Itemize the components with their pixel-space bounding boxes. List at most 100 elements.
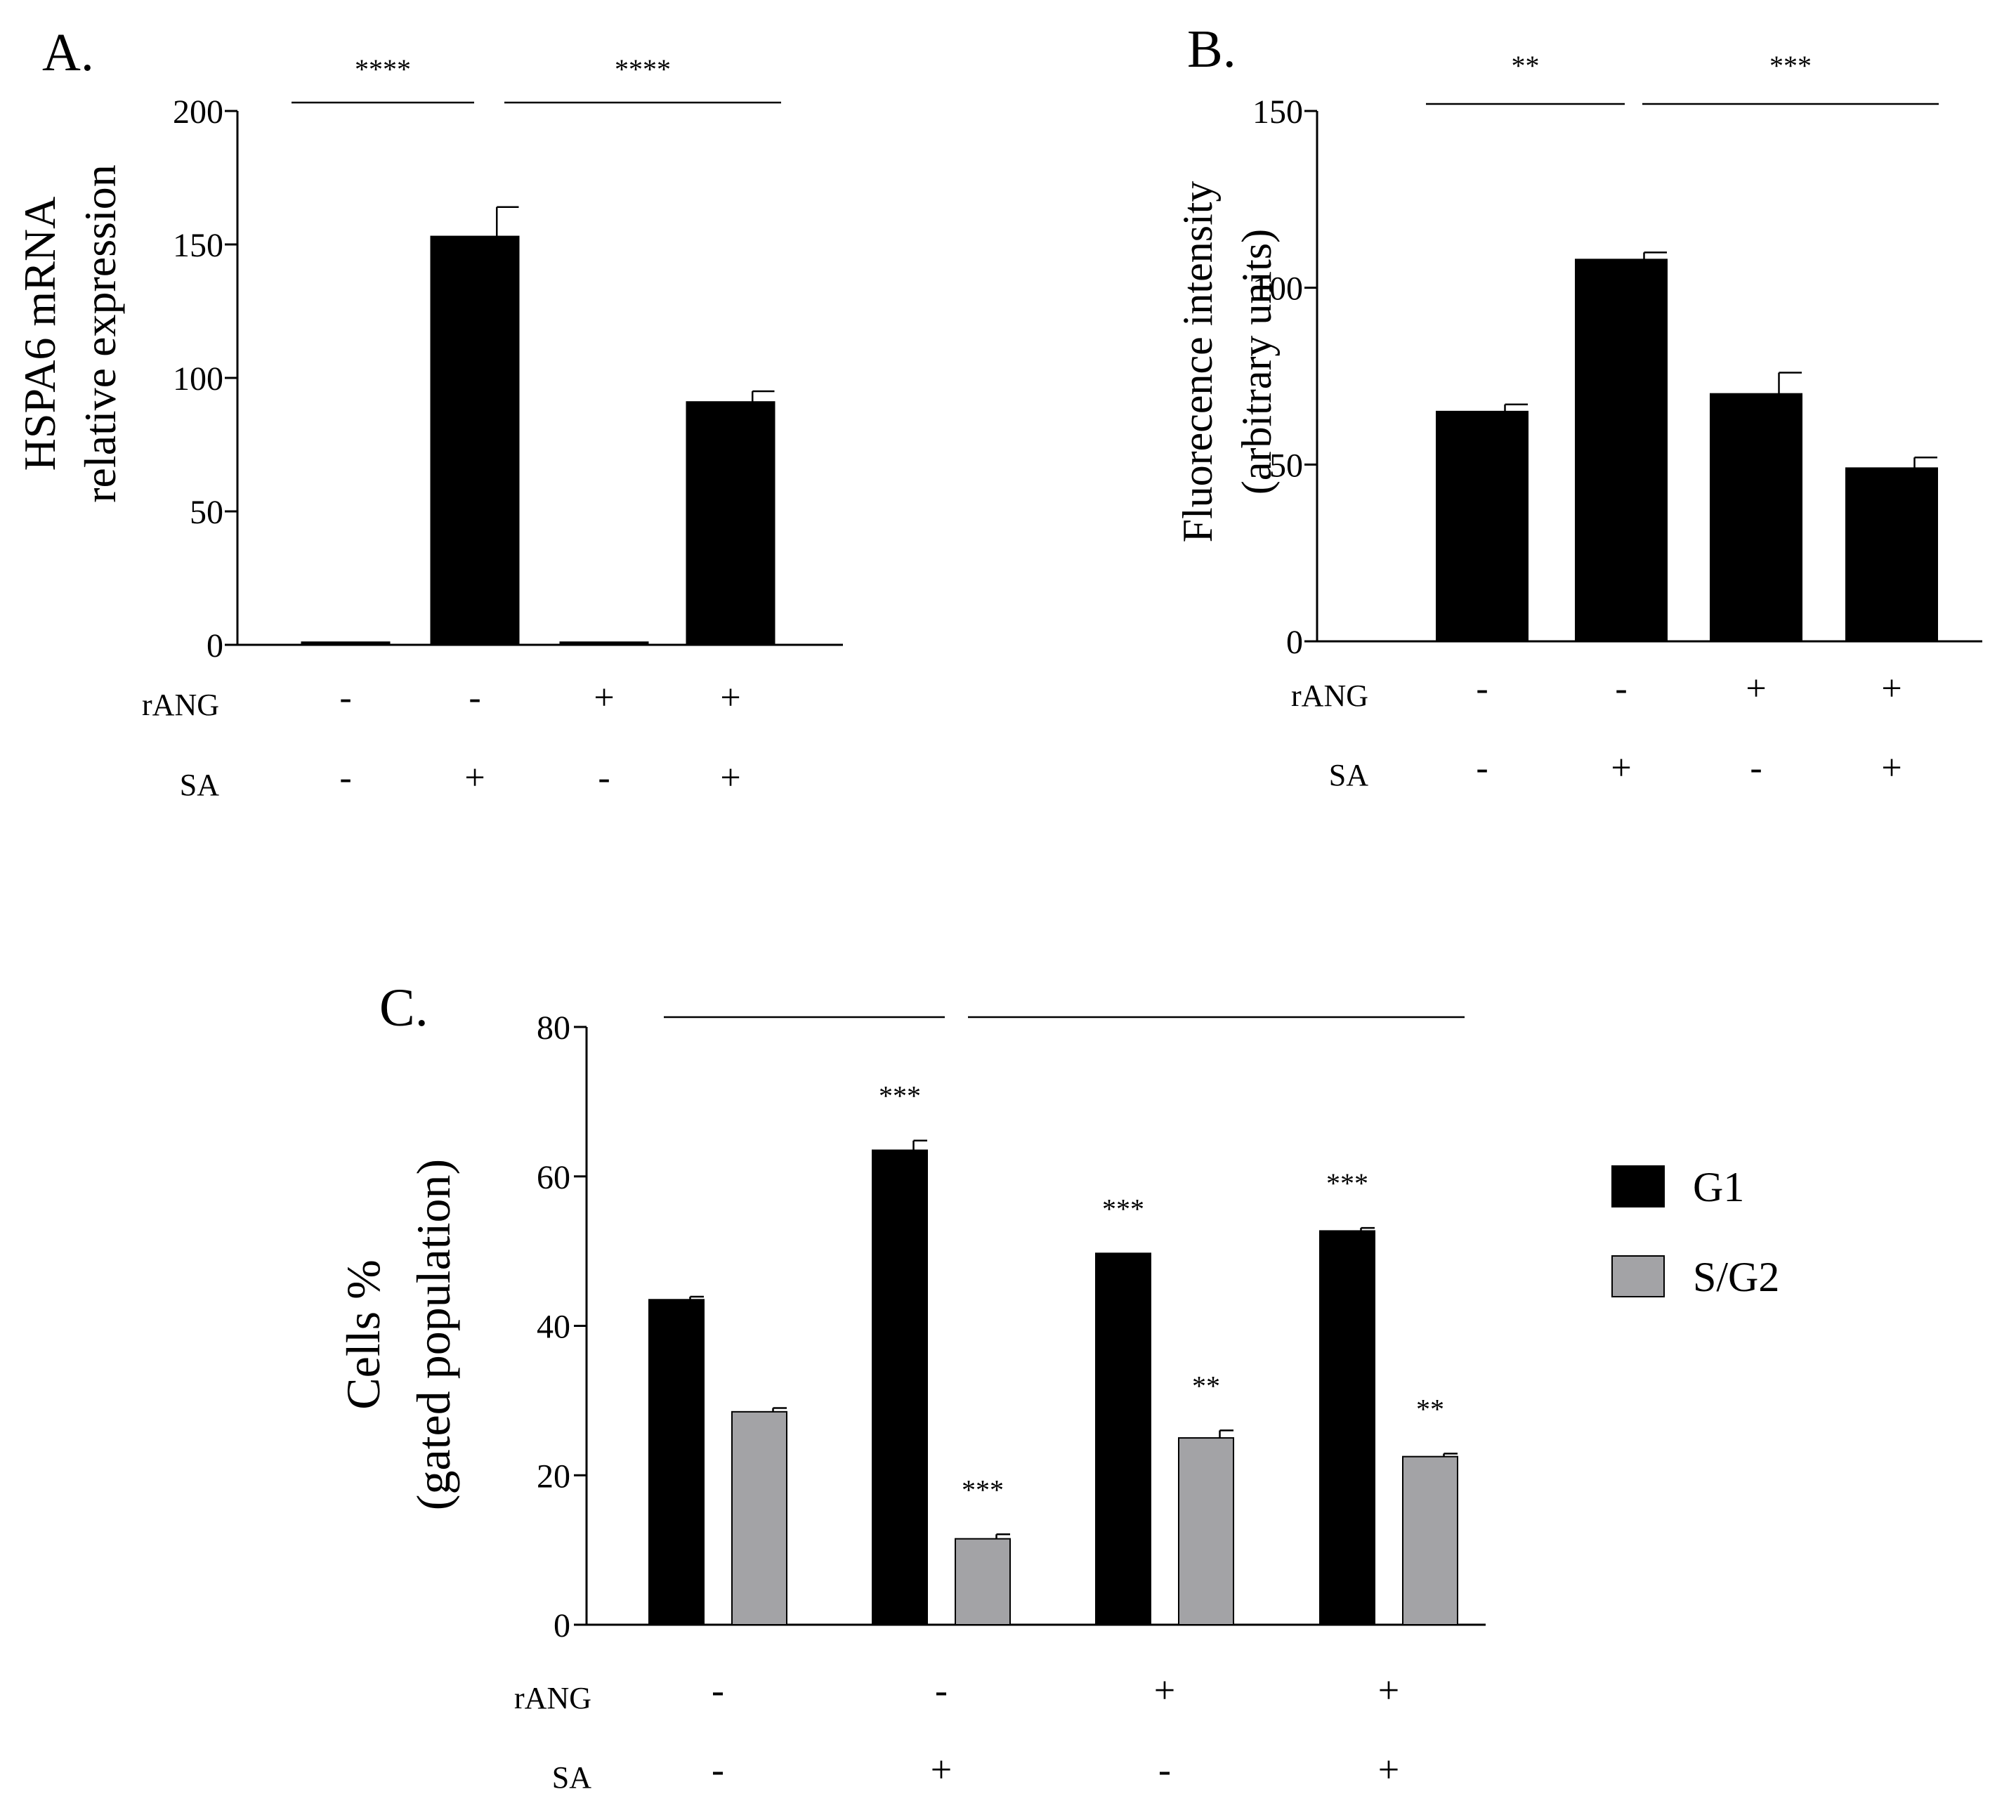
- panel-c-error-bar: [772, 1407, 787, 1412]
- panel-c-bar-g1-2: [872, 1149, 928, 1626]
- panel-c-significance-annotation: ***: [962, 1474, 1004, 1505]
- panel-b-row-label-rang: rANG: [1291, 679, 1368, 713]
- panel-b-rang-sign: +: [1881, 669, 1902, 709]
- panel-c-significance-annotation: ***: [1326, 1167, 1368, 1199]
- panel-a-y-tick-label: 100: [173, 360, 223, 398]
- panel-a-rang-sign: -: [469, 678, 480, 718]
- panel-b-error-bar: [1643, 251, 1667, 260]
- panel-c-sa-sign: +: [931, 1748, 952, 1790]
- panel-a-sa-sign: -: [598, 758, 610, 798]
- panel-b-y-tick-label: 150: [1252, 93, 1303, 131]
- panel-c-error-bar: [689, 1295, 704, 1300]
- panel-c-error-bar: [912, 1139, 927, 1151]
- panel-b-y-tick-label: 0: [1286, 624, 1303, 661]
- panel-c-sa-sign: -: [712, 1748, 724, 1790]
- panel-a-rang-sign: +: [594, 678, 614, 718]
- panel-c-rang-sign: +: [1154, 1669, 1175, 1711]
- panel-b-bar-fluorescence-3: [1710, 393, 1802, 643]
- panel-a-ylabel-line-1: HSPA6 mRNA: [15, 197, 65, 471]
- legend-label-s-g2: S/G2: [1693, 1254, 1779, 1300]
- panel-c-sa-sign: -: [1158, 1748, 1171, 1790]
- panel-b-rang-sign: -: [1615, 669, 1627, 709]
- panel-c-ylabel-line-1: Cells %: [336, 1259, 390, 1409]
- panel-a-rang-sign: +: [720, 678, 740, 718]
- panel-a-error-bar: [496, 206, 519, 237]
- legend-swatch-g1: [1611, 1165, 1665, 1207]
- panel-a-bar-hspa6-3: [559, 641, 649, 646]
- panel-c-y-tick-label: 40: [537, 1309, 570, 1346]
- panel-c-row-label-sa: SA: [552, 1760, 591, 1795]
- panel-c-label: C.: [379, 978, 428, 1037]
- panel-a-sa-sign: +: [720, 758, 740, 798]
- panel-a-sa-sign: -: [339, 758, 351, 798]
- panel-b-sa-sign: +: [1881, 748, 1902, 788]
- panel-c-y-tick-label: 60: [537, 1159, 570, 1196]
- panel-c-error-bar: [1360, 1226, 1375, 1231]
- panel-a-y-tick-label: 200: [173, 93, 223, 131]
- panel-a-row-label-rang: rANG: [142, 688, 219, 722]
- panel-b-significance-label: **: [1512, 50, 1540, 81]
- panel-a-y-tick-label: 0: [207, 627, 223, 665]
- panel-a-significance-label: ****: [615, 53, 671, 85]
- legend-label-g1: G1: [1693, 1164, 1744, 1210]
- panel-b-ylabel-line-2: (arbitrary units): [1233, 229, 1280, 495]
- panel-a-bar-hspa6-2: [430, 235, 520, 646]
- panel-b-rang-sign: -: [1476, 669, 1488, 709]
- panel-b-bar-fluorescence-2: [1575, 258, 1668, 642]
- legend: G1 S/G2: [1611, 1164, 1779, 1300]
- panel-c-significance-annotation: ***: [879, 1080, 921, 1112]
- panel-c-rang-sign: -: [935, 1669, 948, 1711]
- panel-a-bar-hspa6-1: [301, 641, 391, 646]
- panel-a-bar-hspa6-4: [686, 401, 775, 646]
- panel-a: A. HSPA6 mRNA relative expression 0 50 100…: [15, 23, 843, 802]
- panel-c-rang-sign: -: [712, 1669, 724, 1711]
- panel-c-error-bar: [1443, 1453, 1458, 1457]
- panel-b-sa-sign: -: [1476, 748, 1488, 788]
- panel-c-significance-annotation: ***: [1102, 1193, 1144, 1224]
- panel-c-error-bar: [995, 1533, 1010, 1539]
- panel-a-sa-sign: +: [464, 758, 485, 798]
- panel-b-error-bar: [1778, 372, 1802, 394]
- panel-b-row-label-sa: SA: [1329, 758, 1368, 792]
- panel-c-y-tick-label: 20: [537, 1458, 570, 1495]
- panel-a-label: A.: [42, 23, 94, 82]
- panel-b-error-bar: [1913, 457, 1937, 469]
- panel-c-y-tick-label: 80: [537, 1009, 570, 1047]
- panel-b-error-bar: [1504, 403, 1528, 412]
- panel-c-sa-sign: +: [1378, 1748, 1399, 1790]
- panel-c-ylabel-line-2: (gated population): [407, 1159, 460, 1510]
- panel-c-significance-annotation: **: [1192, 1370, 1220, 1401]
- panel-b-rang-sign: +: [1746, 669, 1766, 709]
- panel-b-significance-label: ***: [1769, 50, 1812, 81]
- panel-c-y-tick-label: 0: [554, 1607, 570, 1644]
- panel-a-significance-label: ****: [355, 53, 411, 85]
- panel-a-row-label-sa: SA: [180, 768, 219, 802]
- panel-c-significance-annotation: **: [1416, 1393, 1444, 1425]
- panel-b-ylabel-line-1: Fluorecence intensity: [1174, 181, 1221, 543]
- panel-c-bar-g1-1: [648, 1299, 705, 1626]
- panel-a-y-tick-label: 50: [190, 494, 223, 531]
- panel-b-label: B.: [1187, 20, 1236, 79]
- panel-b-bar-fluorescence-1: [1436, 410, 1529, 642]
- panel-a-y-tick-label: 150: [173, 227, 223, 264]
- panel-b-y-tick-label: 100: [1252, 270, 1303, 308]
- panel-c: C. Cells % (gated population) G1 S/G2 0 20…: [336, 978, 1779, 1795]
- panel-b-sa-sign: +: [1611, 748, 1631, 788]
- panel-b-sa-sign: -: [1750, 748, 1762, 788]
- panel-a-ylabel-line-2: relative expression: [75, 164, 125, 503]
- panel-c-bar-g1-4: [1319, 1230, 1375, 1626]
- panel-b-y-tick-label: 50: [1269, 447, 1303, 484]
- panel-c-error-bar: [1219, 1429, 1233, 1439]
- panel-c-row-label-rang: rANG: [514, 1681, 591, 1715]
- panel-c-rang-sign: +: [1378, 1669, 1399, 1711]
- legend-swatch-s-g2: [1611, 1255, 1665, 1297]
- panel-b: B. Fluorecence intensity (arbitrary unit…: [1174, 20, 1982, 792]
- panel-c-bar-g1-3: [1095, 1252, 1151, 1626]
- panel-a-error-bar: [752, 390, 775, 402]
- panel-a-rang-sign: -: [339, 678, 351, 718]
- panel-c-bar-s-g2-4: [1402, 1455, 1458, 1625]
- panel-c-bar-s-g2-1: [731, 1410, 787, 1626]
- panel-c-bar-s-g2-2: [955, 1538, 1011, 1625]
